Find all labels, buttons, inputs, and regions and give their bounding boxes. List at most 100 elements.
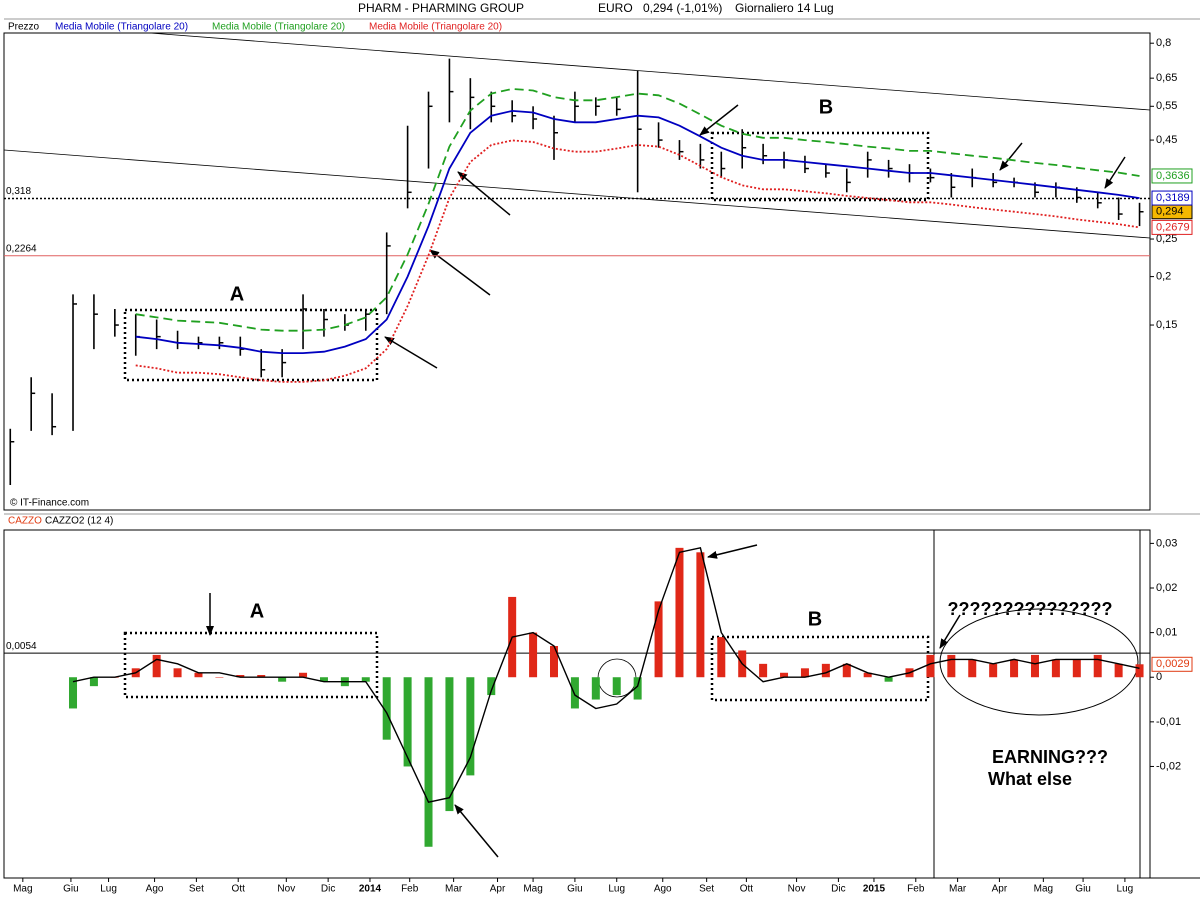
y-tick-label: -0,01 [1156, 716, 1181, 728]
last-value-box [1151, 219, 1193, 235]
x-tick-label: Feb [907, 884, 925, 895]
x-tick-label: Apr [992, 884, 1008, 895]
bar [1030, 654, 1039, 678]
y-tick-label: 0,25 [1156, 233, 1177, 245]
bar [800, 668, 809, 678]
arrow [999, 142, 1023, 171]
quote: 0,294 (-1,01%) [643, 1, 722, 15]
price-panel [3, 32, 1151, 511]
x-tick-label: Set [699, 884, 714, 895]
y-tick-label: 0,01 [1156, 627, 1177, 639]
x-tick-label: Ott [740, 884, 754, 895]
bar [299, 672, 308, 678]
arrow [699, 104, 739, 136]
annotation: EARNING??? [992, 747, 1108, 767]
x-tick-label: Giu [567, 884, 583, 895]
arrow [939, 614, 961, 649]
bar [842, 663, 851, 678]
bar [675, 547, 684, 678]
bar [257, 675, 266, 678]
bar [382, 677, 391, 740]
x-tick-label: Ago [654, 884, 672, 895]
x-tick-label: Nov [277, 884, 295, 895]
arrow [707, 544, 758, 559]
trend-line [149, 32, 1151, 111]
line-series [72, 546, 1140, 804]
trend-line [3, 149, 1151, 239]
bar [1093, 654, 1102, 678]
arrow [1104, 156, 1126, 189]
annotation: B [808, 608, 822, 630]
bar [989, 663, 998, 678]
x-tick-label: 2014 [359, 884, 382, 895]
bar [529, 632, 538, 678]
annotation: ??????????????? [948, 599, 1113, 619]
bar [947, 654, 956, 678]
x-tick-label: Ago [146, 884, 164, 895]
reference-label: 0,0054 [6, 641, 37, 652]
reference-label: 0,318 [6, 186, 31, 197]
annotation: A [230, 283, 244, 305]
bar [194, 672, 203, 678]
x-tick-label: Dic [831, 884, 845, 895]
last-value-label: 0,0029 [1156, 658, 1190, 670]
legend-entry: Media Mobile (Triangolare 20) [55, 22, 188, 33]
bar [968, 659, 977, 678]
legend-entry: CAZZO2 (12 4) [45, 516, 113, 527]
bar [654, 601, 663, 678]
bar [612, 677, 621, 696]
bar [570, 677, 579, 709]
bar [1135, 664, 1144, 678]
bar [821, 663, 830, 678]
bar [1114, 663, 1123, 678]
y-tick-label: 0,02 [1156, 582, 1177, 594]
bar [89, 677, 98, 687]
period: Giornaliero 14 Lug [735, 1, 834, 15]
x-tick-label: Mar [949, 884, 967, 895]
x-tick-label: Dic [321, 884, 335, 895]
x-tick-label: Apr [490, 884, 506, 895]
last-value-label: 0,2679 [1156, 221, 1190, 233]
bar [487, 677, 496, 696]
bar [361, 677, 370, 682]
x-tick-label: Giu [1075, 884, 1091, 895]
legend-entry: Prezzo [8, 22, 40, 33]
last-value-label: 0,294 [1156, 206, 1184, 218]
bar [717, 637, 726, 678]
bar [863, 672, 872, 678]
annotation: What else [988, 769, 1072, 789]
x-tick-label: Ott [232, 884, 246, 895]
annotation: A [250, 600, 264, 622]
y-tick-label: -0,02 [1156, 760, 1181, 772]
bar [780, 672, 789, 678]
line-series [135, 87, 1140, 332]
x-tick-label: Mag [1034, 884, 1053, 895]
chart-title: PHARM - PHARMING GROUP [358, 1, 524, 15]
bar [1010, 659, 1019, 678]
x-tick-label: Mag [13, 884, 32, 895]
bar [173, 668, 182, 678]
bar [926, 654, 935, 678]
x-tick-label: Nov [788, 884, 806, 895]
arrow [454, 804, 499, 858]
last-value-box [1151, 168, 1193, 184]
bar [403, 677, 412, 767]
bar [215, 677, 224, 678]
legend-entry: Media Mobile (Triangolare 20) [212, 22, 345, 33]
legend-entry: CAZZO [8, 516, 42, 527]
box-a [123, 631, 379, 699]
y-tick-label: 0,03 [1156, 537, 1177, 549]
y-tick-label: 0,55 [1156, 100, 1177, 112]
last-value-box [1151, 656, 1193, 672]
line-series [135, 109, 1140, 354]
y-tick-label: 0,2 [1156, 271, 1171, 283]
y-tick-label: 0,15 [1156, 319, 1177, 331]
bar [466, 677, 475, 776]
data-layer: 0,15 0,2 0,25 0,45 0,55 0,65 0,8 0,318 0,2264 Pre… [4, 22, 1193, 895]
arrow [429, 249, 491, 296]
y-tick-label: 0,45 [1156, 134, 1177, 146]
reference-label: 0,2264 [6, 243, 37, 254]
